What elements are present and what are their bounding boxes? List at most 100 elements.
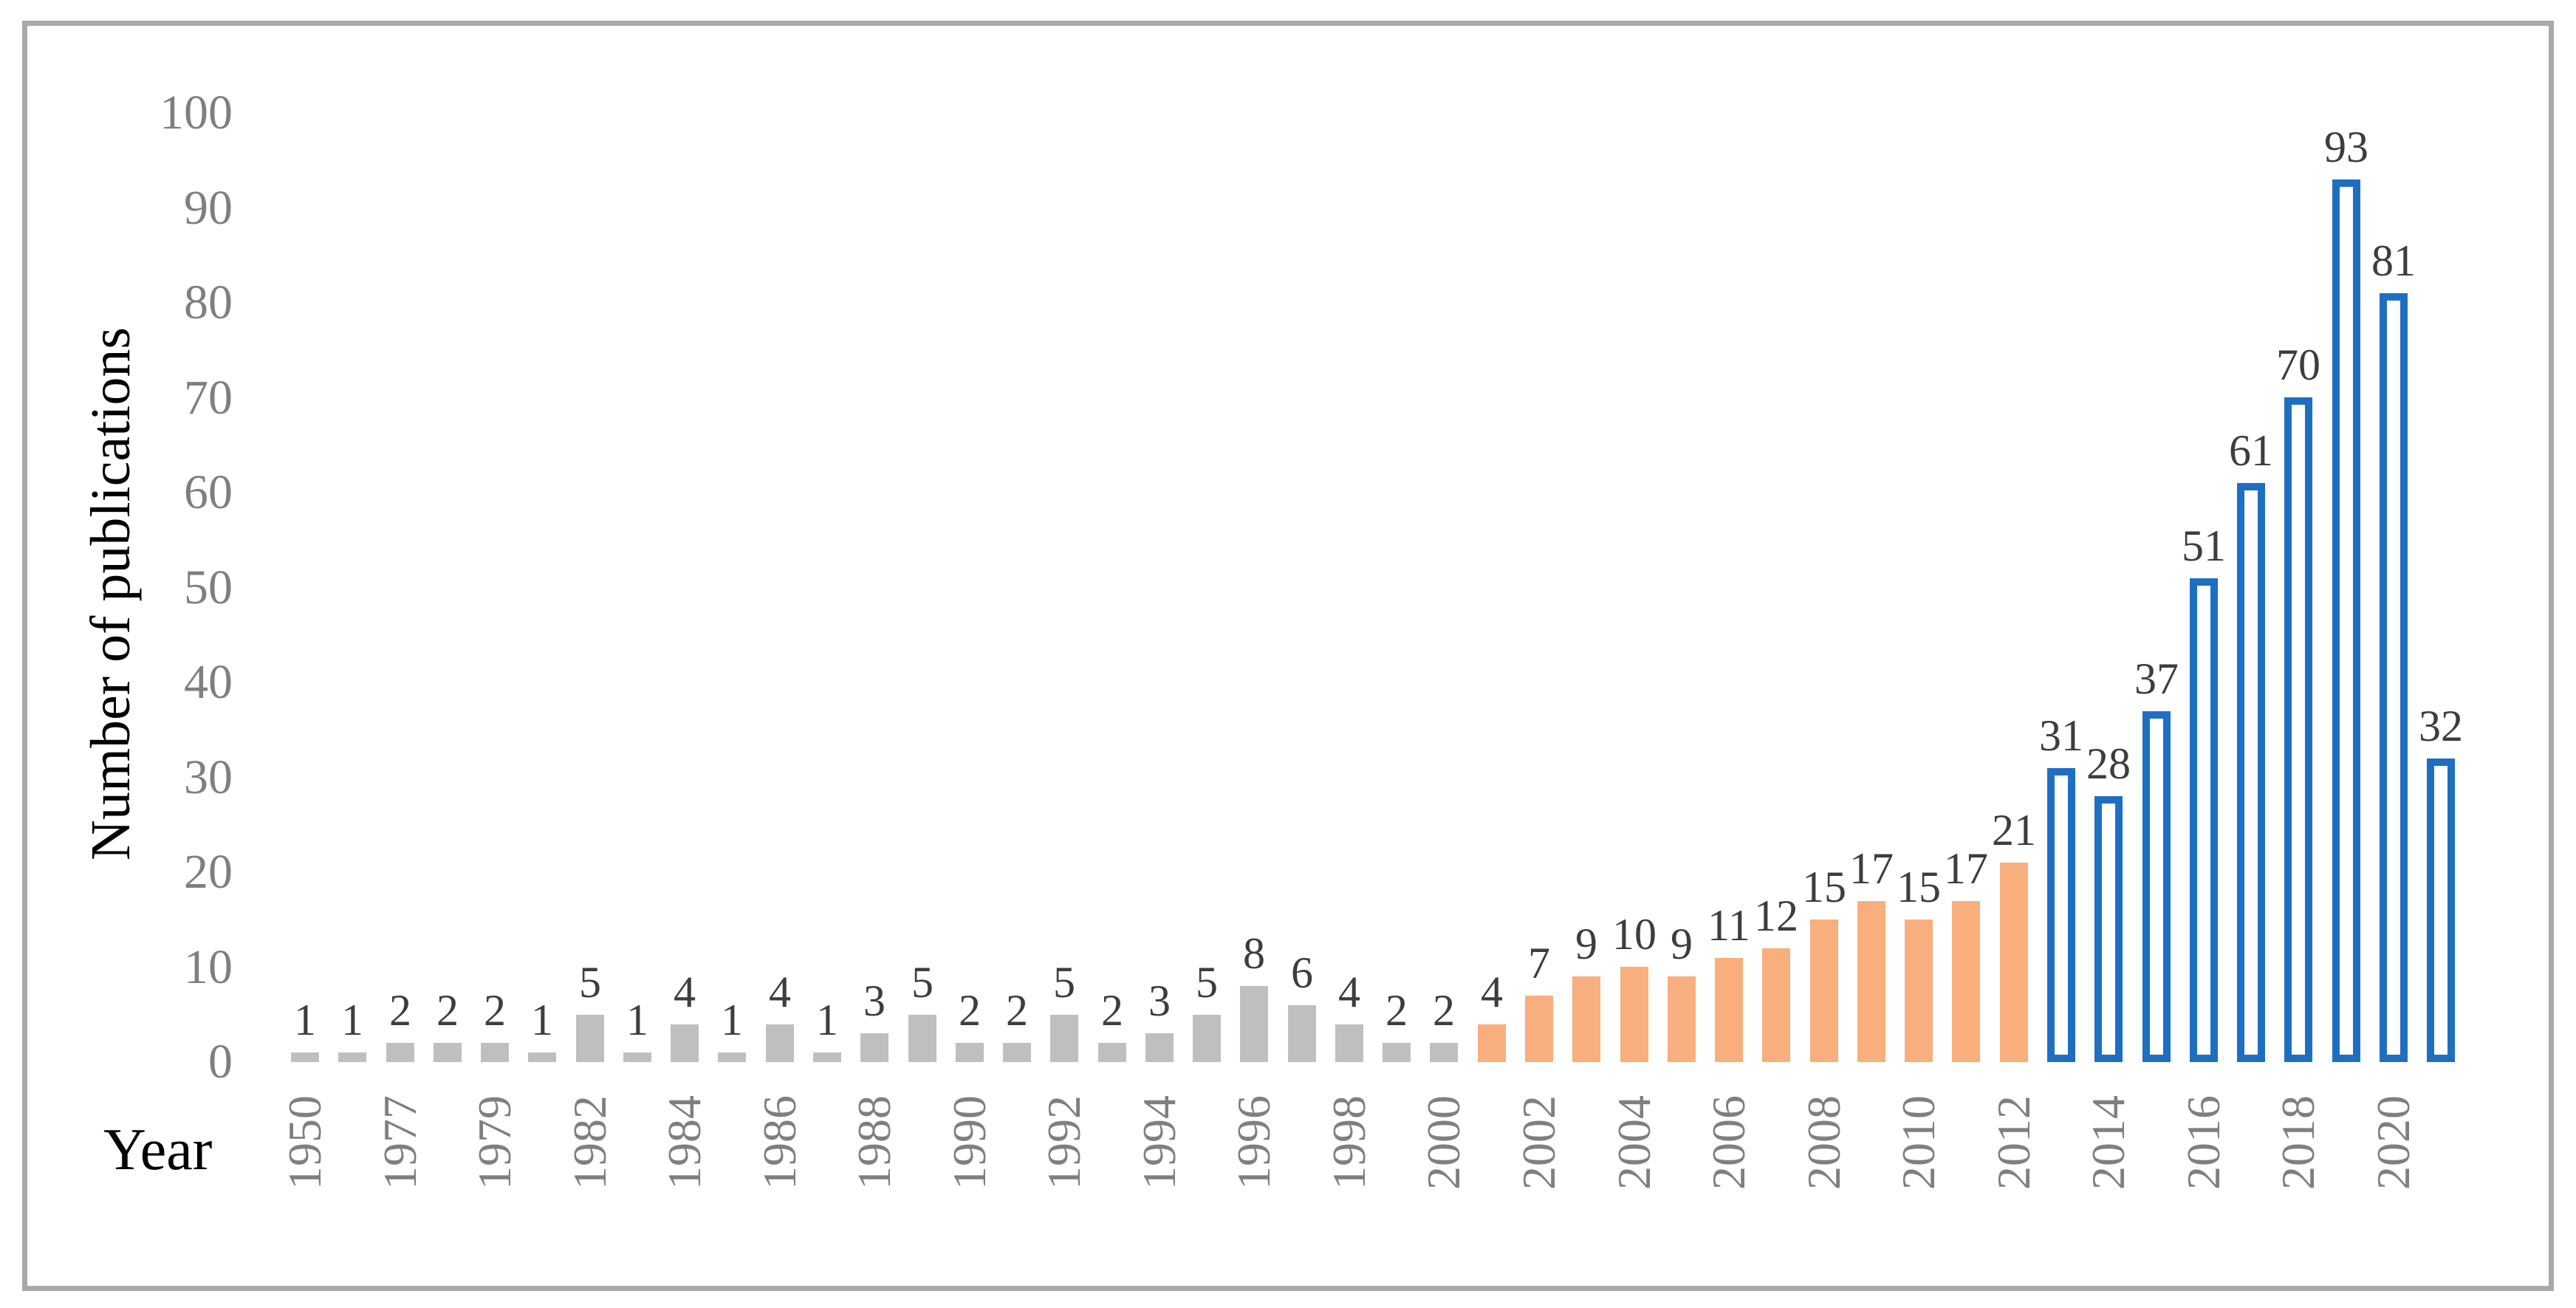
bar-value-label: 11 — [1707, 901, 1750, 950]
year-tick-label: 1992 — [1038, 1095, 1090, 1190]
bar-value-label: 28 — [2086, 739, 2131, 788]
y-tick-label: 100 — [160, 86, 233, 140]
bar-value-label: 5 — [579, 958, 601, 1007]
bar — [338, 1052, 366, 1062]
bar — [291, 1052, 319, 1062]
year-tick-label: 2018 — [2272, 1095, 2324, 1190]
year-tick-label: 2008 — [1798, 1095, 1850, 1190]
bar — [908, 1015, 936, 1062]
bar-value-label: 81 — [2371, 236, 2416, 285]
bar — [1383, 1043, 1411, 1062]
y-tick-label: 70 — [184, 370, 233, 425]
year-tick-label: 1998 — [1323, 1095, 1375, 1190]
bar-value-label: 15 — [1802, 863, 1846, 911]
y-tick-label: 30 — [184, 750, 233, 804]
bar — [576, 1015, 604, 1062]
bar-value-label: 4 — [769, 968, 791, 1016]
bar — [1003, 1043, 1031, 1062]
bar-value-label: 2 — [389, 986, 411, 1035]
bar — [386, 1043, 414, 1062]
year-tick-label: 1986 — [753, 1095, 806, 1190]
year-tick-label: 1994 — [1133, 1095, 1185, 1190]
bar — [1288, 1005, 1316, 1062]
bar — [1620, 967, 1648, 1062]
y-tick-label: 40 — [184, 655, 233, 709]
bar — [1905, 920, 1933, 1062]
year-tick-label: 1988 — [848, 1095, 900, 1190]
bar — [2284, 397, 2312, 1062]
bar — [2190, 578, 2218, 1062]
bar-value-label: 3 — [863, 976, 886, 1025]
y-tick-label: 90 — [184, 180, 233, 235]
year-tick-label: 2004 — [1608, 1095, 1660, 1190]
bar — [860, 1033, 888, 1062]
year-tick-label: 1990 — [943, 1095, 996, 1190]
bar — [1762, 948, 1790, 1062]
year-tick-label: 2000 — [1417, 1095, 1470, 1190]
year-tick-label: 1979 — [468, 1095, 521, 1190]
bar — [2380, 293, 2408, 1062]
bar-value-label: 32 — [2419, 702, 2463, 750]
y-tick-label: 80 — [184, 275, 233, 329]
bar-value-label: 5 — [1053, 958, 1075, 1007]
bar-value-label: 4 — [1481, 968, 1503, 1016]
bar — [1572, 976, 1600, 1062]
bar-value-label: 5 — [1196, 958, 1218, 1007]
bar — [1668, 976, 1696, 1062]
bar-value-label: 17 — [1849, 844, 1894, 893]
bar — [528, 1052, 556, 1062]
bar-value-label: 12 — [1754, 891, 1798, 940]
bar-value-label: 2 — [484, 986, 506, 1035]
year-tick-label: 1982 — [564, 1095, 616, 1190]
bar — [2237, 483, 2265, 1062]
bar — [1478, 1024, 1506, 1062]
bar — [813, 1052, 841, 1062]
y-tick-label: 10 — [184, 939, 233, 994]
bar — [1050, 1015, 1078, 1062]
bar-value-label: 7 — [1528, 939, 1550, 987]
bar — [1525, 996, 1553, 1062]
year-tick-label: 2014 — [2082, 1095, 2134, 1190]
bar-value-label: 2 — [1101, 986, 1123, 1035]
bar-value-label: 1 — [626, 996, 648, 1044]
year-tick-label: 1996 — [1227, 1095, 1280, 1190]
bar-value-label: 2 — [1006, 986, 1028, 1035]
bar-value-label: 31 — [2039, 711, 2083, 760]
year-tick-label: 2012 — [1987, 1095, 2040, 1190]
bar-value-label: 4 — [1338, 968, 1360, 1016]
bar-value-label: 17 — [1944, 844, 1988, 893]
bar-value-label: 1 — [816, 996, 838, 1044]
bar-value-label: 1 — [531, 996, 553, 1044]
bar-value-label: 5 — [911, 958, 934, 1007]
bar — [2094, 796, 2123, 1062]
bar-value-label: 51 — [2182, 521, 2226, 570]
bar — [2047, 768, 2075, 1062]
bar — [1430, 1043, 1458, 1062]
bar-value-label: 3 — [1148, 976, 1171, 1025]
bar — [956, 1043, 984, 1062]
bar — [671, 1024, 699, 1062]
bar — [2000, 863, 2028, 1062]
bar-value-label: 4 — [674, 968, 696, 1016]
bar-value-label: 93 — [2324, 123, 2368, 171]
bar — [434, 1043, 462, 1062]
bar-value-label: 1 — [721, 996, 743, 1044]
year-tick-label: 2010 — [1892, 1095, 1945, 1190]
bar — [1952, 901, 1980, 1062]
bar — [1240, 986, 1268, 1062]
y-tick-label: 50 — [184, 560, 233, 614]
y-tick-label: 0 — [208, 1035, 233, 1089]
bar — [1715, 958, 1743, 1062]
bar-value-label: 61 — [2229, 426, 2273, 475]
year-tick-label: 2006 — [1702, 1095, 1755, 1190]
bar — [481, 1043, 509, 1062]
bar-value-label: 37 — [2134, 654, 2179, 703]
bar — [1098, 1043, 1126, 1062]
bar-value-label: 15 — [1897, 863, 1941, 911]
bar-value-label: 2 — [436, 986, 459, 1035]
y-tick-label: 20 — [184, 845, 233, 899]
bar-value-label: 2 — [959, 986, 981, 1035]
year-tick-label: 2002 — [1513, 1095, 1565, 1190]
y-tick-label: 60 — [184, 465, 233, 519]
